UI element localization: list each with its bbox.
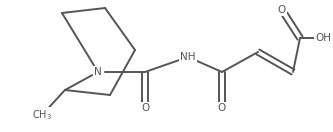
- Text: CH$_3$: CH$_3$: [32, 108, 52, 122]
- Text: NH: NH: [180, 52, 196, 62]
- Text: O: O: [218, 103, 226, 113]
- Text: O: O: [278, 5, 286, 15]
- Text: N: N: [94, 67, 102, 77]
- Text: O: O: [141, 103, 149, 113]
- Text: OH: OH: [315, 33, 331, 43]
